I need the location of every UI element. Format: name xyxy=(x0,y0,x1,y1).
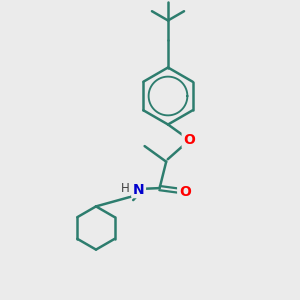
Text: H: H xyxy=(120,182,129,195)
Text: N: N xyxy=(133,183,144,196)
Text: O: O xyxy=(179,185,191,199)
Text: O: O xyxy=(184,133,196,147)
